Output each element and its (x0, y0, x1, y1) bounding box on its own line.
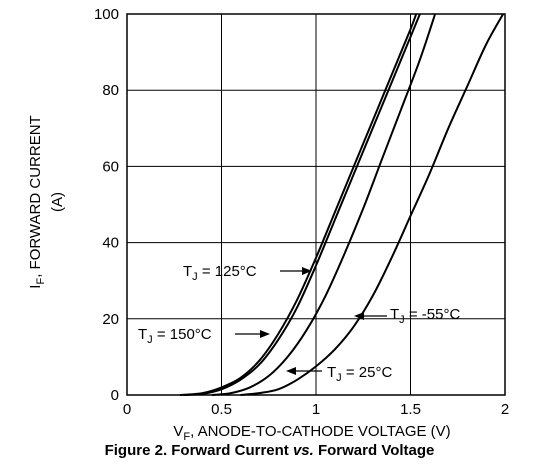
y-tick-label: 0 (111, 387, 119, 404)
svg-text:TJ = 125°C: TJ = 125°C (183, 263, 257, 283)
svg-text:TJ = 25°C: TJ = 25°C (327, 364, 392, 384)
y-tick-labels: 0 20 40 60 80 100 (94, 6, 119, 404)
x-axis-title: VF, ANODE-TO-CATHODE VOLTAGE (V) (173, 423, 450, 443)
annotation-minus55c: TJ = -55°C (354, 306, 460, 326)
svg-text:TJ = 150°C: TJ = 150°C (138, 326, 212, 346)
curve-125c (183, 13, 421, 396)
y-tick-label: 60 (102, 158, 119, 175)
svg-text:(A): (A) (49, 192, 66, 212)
y-axis-title: IF, FORWARD CURRENT (A) (27, 115, 66, 288)
x-tick-label: 1 (312, 401, 320, 418)
figure-caption: Figure 2. Forward Current vs. Forward Vo… (104, 442, 435, 459)
x-tick-label: 1.5 (400, 401, 421, 418)
curve-minus55c (240, 13, 504, 396)
y-tick-label: 80 (102, 82, 119, 99)
annotation-125c: TJ = 125°C (183, 263, 312, 283)
annotation-150c: TJ = 150°C (138, 326, 270, 346)
y-tick-label: 40 (102, 235, 119, 252)
curve-25c (212, 13, 437, 396)
plot-frame (126, 13, 506, 396)
x-tick-labels: 0 0.5 1 1.5 2 (123, 401, 509, 418)
y-tick-label: 20 (102, 311, 119, 328)
annotation-25c: TJ = 25°C (286, 364, 392, 384)
x-tick-label: 0 (123, 401, 131, 418)
grid (127, 14, 505, 395)
curve-150c (179, 13, 418, 396)
svg-text:TJ = -55°C: TJ = -55°C (390, 306, 460, 326)
svg-text:IF, FORWARD CURRENT: IF, FORWARD CURRENT (27, 115, 47, 288)
y-tick-label: 100 (94, 6, 119, 23)
x-tick-label: 2 (501, 401, 509, 418)
series-curves (179, 13, 504, 396)
x-tick-label: 0.5 (211, 401, 232, 418)
